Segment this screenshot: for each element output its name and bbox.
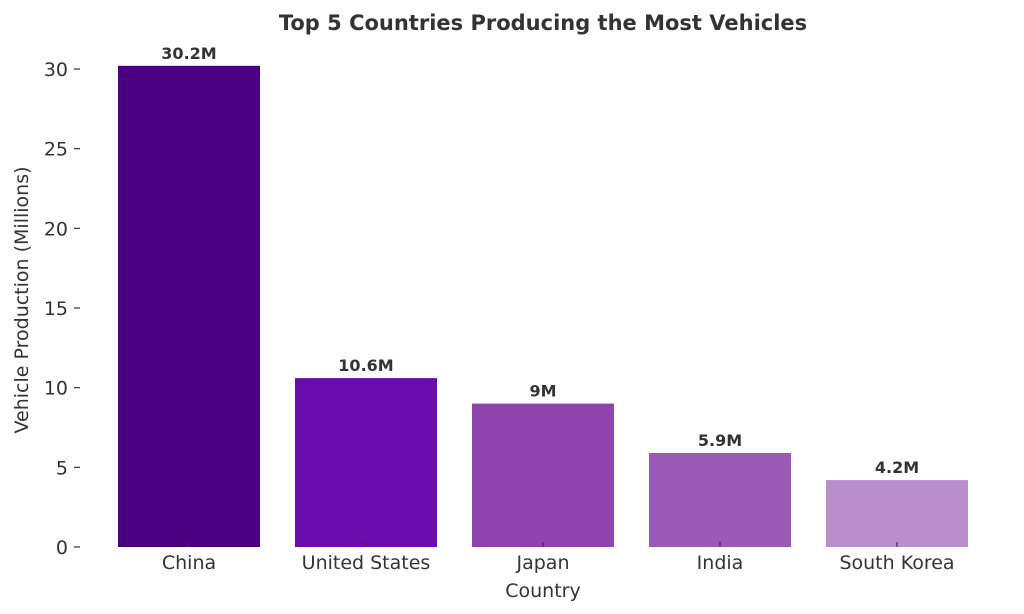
x-tick-label: Japan bbox=[516, 552, 570, 574]
y-tick-label: 25 bbox=[44, 139, 68, 161]
y-axis: 0 5 10 15 20 25 30 bbox=[44, 59, 80, 559]
y-tick-label: 20 bbox=[44, 218, 68, 240]
bar-japan bbox=[472, 403, 614, 547]
y-tick-label: 15 bbox=[44, 298, 68, 320]
y-tick-label: 5 bbox=[56, 457, 68, 479]
bars: 30.2M 10.6M 9M 5.9M 4.2M bbox=[118, 44, 968, 548]
data-label: 30.2M bbox=[161, 44, 216, 63]
y-tick-label: 10 bbox=[44, 378, 68, 400]
x-tick-label: China bbox=[162, 552, 216, 574]
x-tick-label: India bbox=[697, 552, 744, 574]
data-label: 4.2M bbox=[875, 458, 919, 477]
bar-south-korea bbox=[826, 480, 968, 547]
x-axis-label: Country bbox=[505, 580, 580, 602]
y-tick-label: 0 bbox=[56, 537, 68, 559]
x-tick-label: United States bbox=[302, 552, 431, 574]
x-tick-label: South Korea bbox=[839, 552, 954, 574]
bar-india bbox=[649, 452, 791, 547]
data-label: 9M bbox=[529, 382, 556, 401]
bar-united-states bbox=[295, 378, 437, 547]
bar-china bbox=[118, 65, 260, 548]
data-label: 5.9M bbox=[698, 431, 742, 450]
x-axis: China United States Japan India South Korea bbox=[162, 542, 955, 574]
data-label: 10.6M bbox=[338, 356, 393, 375]
chart-title: Top 5 Countries Producing the Most Vehic… bbox=[279, 11, 807, 35]
y-tick-label: 30 bbox=[44, 59, 68, 81]
y-axis-label: Vehicle Production (Millions) bbox=[11, 166, 33, 433]
